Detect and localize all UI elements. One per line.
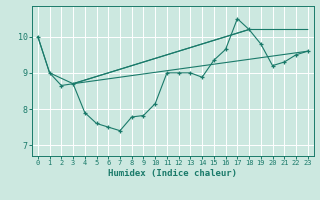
X-axis label: Humidex (Indice chaleur): Humidex (Indice chaleur) [108, 169, 237, 178]
